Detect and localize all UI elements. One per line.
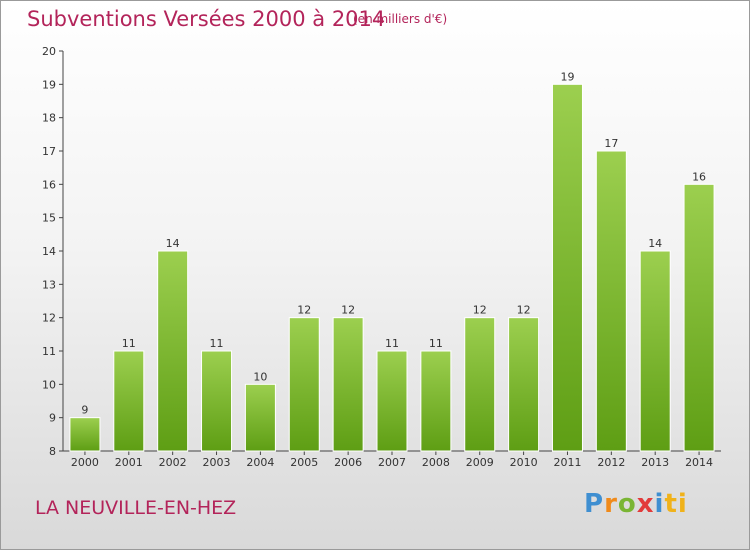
y-tick-label: 20 xyxy=(42,45,56,58)
y-tick-label: 15 xyxy=(42,212,56,225)
y-tick-label: 13 xyxy=(42,278,56,291)
x-tick-label: 2007 xyxy=(378,456,406,469)
y-tick-label: 10 xyxy=(42,378,56,391)
bar xyxy=(332,317,364,452)
y-tick-label: 18 xyxy=(42,112,56,125)
x-tick-label: 2001 xyxy=(115,456,143,469)
bar xyxy=(113,350,145,452)
x-tick-label: 2009 xyxy=(466,456,494,469)
x-tick-label: 2000 xyxy=(71,456,99,469)
x-tick-label: 2006 xyxy=(334,456,362,469)
data-label: 19 xyxy=(560,70,574,83)
y-tick-label: 8 xyxy=(49,445,56,458)
data-label: 9 xyxy=(81,404,88,417)
logo-letter: x xyxy=(636,489,655,519)
y-tick-label: 9 xyxy=(49,412,56,425)
bar xyxy=(639,250,671,452)
logo-letter: r xyxy=(604,489,618,519)
y-tick-label: 17 xyxy=(42,145,56,158)
data-label: 12 xyxy=(473,304,487,317)
unit-note: (en milliers d'€) xyxy=(353,12,448,26)
bar xyxy=(201,350,233,452)
x-tick-label: 2010 xyxy=(510,456,538,469)
bar xyxy=(683,183,715,452)
data-label: 10 xyxy=(253,370,267,383)
x-tick-label: 2012 xyxy=(597,456,625,469)
data-label: 11 xyxy=(429,337,443,350)
bar xyxy=(464,317,496,452)
y-axis: 8 9 10 11 12 13 14 15 16 17 18 19 20 xyxy=(42,45,64,458)
x-tick-label: 2005 xyxy=(290,456,318,469)
data-label: 11 xyxy=(385,337,399,350)
y-tick-label: 11 xyxy=(42,345,56,358)
logo-letter: o xyxy=(617,489,637,519)
y-tick-label: 12 xyxy=(42,312,56,325)
bar xyxy=(157,250,189,452)
data-label: 11 xyxy=(210,337,224,350)
bars-group: 9 11 14 11 10 12 12 11 11 12 12 19 17 14 16 xyxy=(69,70,715,452)
bar xyxy=(288,317,320,452)
data-label: 12 xyxy=(297,304,311,317)
bar xyxy=(595,150,627,452)
x-tick-label: 2011 xyxy=(553,456,581,469)
bar xyxy=(69,417,101,452)
y-tick-label: 19 xyxy=(42,78,56,91)
bar xyxy=(420,350,452,452)
x-axis: 2000 2001 2002 2003 2004 2005 2006 2007 2008 2009… xyxy=(63,450,721,469)
data-label: 16 xyxy=(692,170,706,183)
data-label: 17 xyxy=(604,137,618,150)
data-label: 14 xyxy=(166,237,180,250)
y-tick-label: 14 xyxy=(42,245,56,258)
data-label: 12 xyxy=(341,304,355,317)
y-tick-label: 16 xyxy=(42,178,56,191)
data-label: 12 xyxy=(517,304,531,317)
proxiti-logo: Proxiti xyxy=(584,489,688,519)
logo-letter: P xyxy=(584,489,605,519)
x-tick-label: 2004 xyxy=(246,456,274,469)
logo-letter: ti xyxy=(664,489,688,519)
x-tick-label: 2013 xyxy=(641,456,669,469)
chart-title: Subventions Versées 2000 à 2014 xyxy=(27,7,386,31)
x-tick-label: 2014 xyxy=(685,456,713,469)
data-label: 14 xyxy=(648,237,662,250)
bar xyxy=(508,317,540,452)
x-tick-label: 2003 xyxy=(203,456,231,469)
data-label: 11 xyxy=(122,337,136,350)
commune-name: LA NEUVILLE-EN-HEZ xyxy=(35,497,237,519)
logo-letter: i xyxy=(654,489,665,519)
bar xyxy=(244,383,276,452)
x-tick-label: 2002 xyxy=(159,456,187,469)
bar xyxy=(376,350,408,452)
x-tick-label: 2008 xyxy=(422,456,450,469)
bar xyxy=(551,83,583,452)
